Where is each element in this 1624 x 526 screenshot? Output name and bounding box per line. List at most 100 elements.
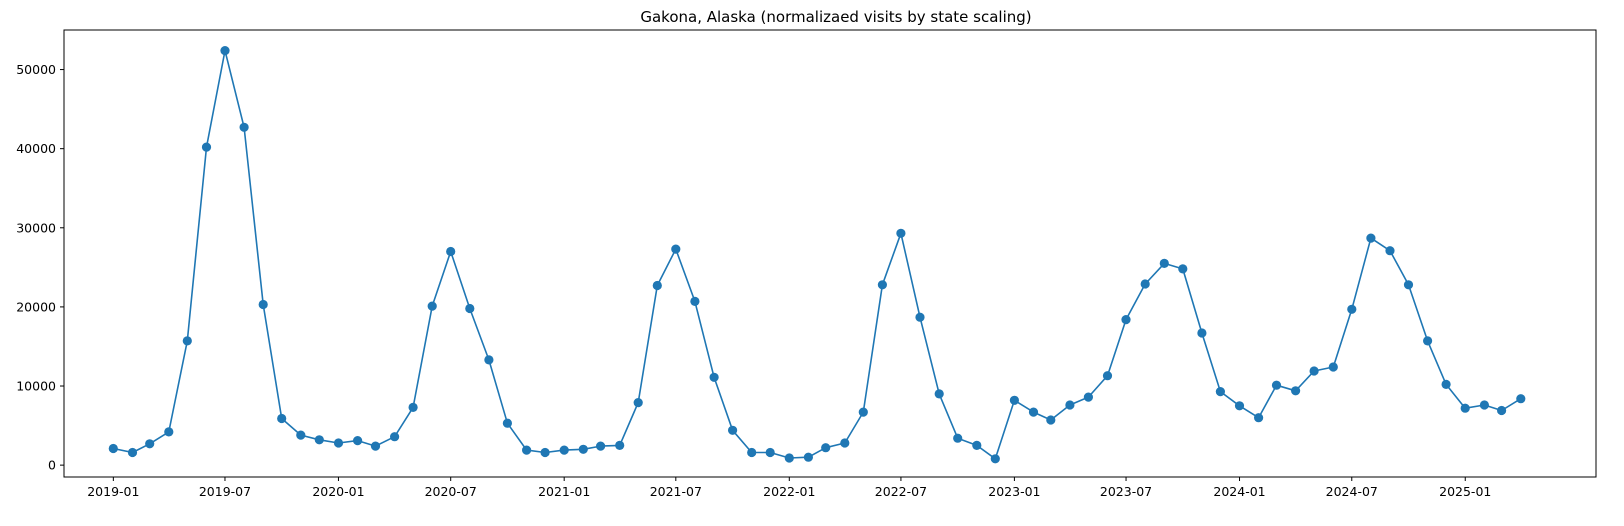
- data-point: [1065, 400, 1075, 410]
- data-point: [728, 425, 738, 435]
- x-tick-label: 2022-01: [763, 484, 815, 499]
- data-point: [690, 296, 700, 306]
- data-point: [747, 447, 757, 458]
- x-tick-label: 2021-01: [538, 484, 590, 499]
- y-tick-label: 50000: [16, 62, 56, 77]
- data-point: [972, 440, 982, 450]
- data-point: [896, 228, 906, 238]
- data-point: [877, 280, 888, 290]
- data-point: [803, 452, 814, 462]
- data-point: [408, 402, 418, 412]
- data-point: [1178, 264, 1188, 274]
- data-point: [390, 432, 400, 442]
- y-tick-label: 30000: [16, 220, 56, 235]
- data-point: [1159, 258, 1169, 268]
- data-point: [353, 436, 363, 446]
- data-point: [258, 299, 268, 310]
- data-point: [1516, 394, 1526, 404]
- y-axis: 0 10000 20000 30000 40000 50000: [16, 62, 64, 473]
- data-point: [953, 433, 963, 443]
- data-point: [182, 336, 192, 346]
- data-point: [1140, 279, 1150, 289]
- data-point: [709, 372, 719, 382]
- data-point: [1197, 328, 1207, 338]
- data-point: [1423, 336, 1433, 346]
- x-tick-label: 2024-07: [1326, 484, 1378, 499]
- x-tick-label: 2020-01: [312, 484, 364, 499]
- data-point: [145, 439, 155, 449]
- data-point: [840, 438, 850, 448]
- x-tick-label: 2020-07: [425, 484, 477, 499]
- data-point: [1403, 280, 1414, 290]
- data-point: [784, 453, 794, 463]
- data-point: [1309, 366, 1319, 376]
- x-tick-label: 2023-01: [988, 484, 1040, 499]
- data-point: [915, 312, 925, 322]
- x-axis: 2019-01 2019-07 2020-01 2020-07 2021-01 2021-…: [87, 477, 1491, 499]
- data-point: [277, 413, 287, 424]
- data-point: [559, 445, 569, 455]
- series-line: [113, 49, 1522, 460]
- data-point: [1215, 387, 1225, 397]
- data-point: [615, 440, 625, 450]
- y-tick-label: 40000: [16, 141, 56, 156]
- y-tick-label: 0: [48, 458, 56, 473]
- data-point: [540, 447, 550, 458]
- data-point: [164, 427, 174, 437]
- x-tick-label: 2024-01: [1213, 484, 1265, 499]
- data-point: [314, 435, 324, 445]
- data-point: [1121, 315, 1131, 325]
- data-point: [1009, 395, 1020, 405]
- data-point: [1046, 415, 1056, 425]
- chart-title: Gakona, Alaska (normalizaed visits by st…: [640, 8, 1031, 26]
- data-point: [446, 246, 456, 257]
- x-tick-label: 2023-07: [1100, 484, 1152, 499]
- data-point: [652, 280, 662, 291]
- plot-series: [108, 46, 1526, 464]
- data-point: [1385, 246, 1395, 256]
- data-point: [1254, 413, 1264, 423]
- x-tick-label: 2021-07: [650, 484, 702, 499]
- data-point: [127, 447, 138, 458]
- data-point: [484, 355, 494, 365]
- data-point: [1441, 379, 1451, 389]
- data-point: [370, 441, 381, 451]
- data-point: [1366, 233, 1376, 243]
- data-point: [596, 441, 606, 451]
- data-point: [522, 445, 532, 455]
- data-point: [1497, 405, 1507, 416]
- data-point: [427, 301, 437, 311]
- data-point: [108, 443, 118, 454]
- data-point: [1102, 371, 1113, 381]
- data-point: [1234, 401, 1245, 411]
- data-point: [1328, 362, 1338, 372]
- data-point: [1028, 407, 1039, 417]
- data-point: [502, 418, 512, 428]
- data-point: [1291, 386, 1301, 396]
- data-point: [296, 430, 306, 440]
- y-tick-label: 20000: [16, 299, 56, 314]
- data-point: [1347, 304, 1357, 314]
- data-point: [821, 443, 831, 453]
- data-point: [1460, 403, 1470, 413]
- data-point: [1083, 392, 1093, 402]
- plot-frame: [63, 29, 1597, 478]
- data-point: [578, 444, 588, 454]
- data-point: [858, 407, 868, 417]
- data-point: [1479, 400, 1489, 410]
- data-point: [990, 454, 1000, 464]
- x-tick-label: 2022-07: [875, 484, 927, 499]
- data-point: [220, 46, 230, 56]
- x-tick-label: 2025-01: [1439, 484, 1491, 499]
- data-point: [671, 244, 681, 254]
- data-point: [765, 447, 775, 458]
- data-point: [633, 398, 643, 408]
- data-point: [201, 142, 212, 152]
- data-point: [465, 303, 475, 314]
- data-point: [934, 389, 944, 399]
- x-tick-label: 2019-01: [87, 484, 139, 499]
- data-point: [239, 122, 249, 132]
- data-point: [1271, 380, 1282, 390]
